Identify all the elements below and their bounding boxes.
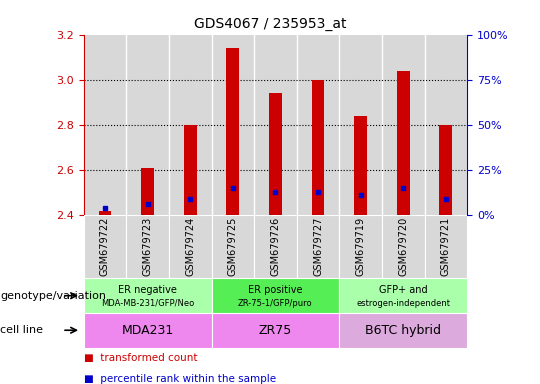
Bar — [339, 278, 467, 313]
Text: ■  percentile rank within the sample: ■ percentile rank within the sample — [84, 374, 276, 384]
Bar — [126, 215, 169, 278]
Bar — [126, 35, 169, 215]
Bar — [212, 215, 254, 278]
Bar — [254, 35, 296, 215]
Text: MDA-MB-231/GFP/Neo: MDA-MB-231/GFP/Neo — [101, 299, 194, 308]
Text: GSM679724: GSM679724 — [185, 217, 195, 276]
Bar — [184, 125, 197, 215]
Text: GFP+ and: GFP+ and — [379, 285, 428, 296]
Bar — [212, 313, 339, 348]
Text: GSM679727: GSM679727 — [313, 217, 323, 276]
Bar — [254, 215, 296, 278]
Text: GSM679721: GSM679721 — [441, 217, 451, 276]
Bar — [84, 313, 212, 348]
Bar — [339, 215, 382, 278]
Text: B6TC hybrid: B6TC hybrid — [365, 324, 441, 337]
Bar — [84, 35, 126, 215]
Text: GSM679719: GSM679719 — [356, 217, 366, 276]
Text: genotype/variation: genotype/variation — [0, 291, 106, 301]
Text: GDS4067 / 235953_at: GDS4067 / 235953_at — [194, 17, 346, 31]
Text: ZR75: ZR75 — [259, 324, 292, 337]
Bar — [212, 278, 339, 313]
Bar — [397, 71, 410, 215]
Bar — [141, 168, 154, 215]
Text: ■  transformed count: ■ transformed count — [84, 353, 197, 363]
Bar — [269, 93, 282, 215]
Bar — [296, 215, 339, 278]
Bar — [312, 80, 325, 215]
Bar — [424, 215, 467, 278]
Bar — [382, 35, 424, 215]
Text: GSM679720: GSM679720 — [398, 217, 408, 276]
Bar — [169, 215, 212, 278]
Bar — [84, 215, 126, 278]
Bar — [296, 35, 339, 215]
Bar — [99, 210, 111, 215]
Bar — [382, 215, 424, 278]
Text: ER positive: ER positive — [248, 285, 302, 296]
Bar — [424, 35, 467, 215]
Text: GSM679723: GSM679723 — [143, 217, 153, 276]
Bar — [339, 35, 382, 215]
Text: MDA231: MDA231 — [122, 324, 174, 337]
Text: GSM679722: GSM679722 — [100, 217, 110, 276]
Text: ER negative: ER negative — [118, 285, 177, 296]
Text: cell line: cell line — [0, 325, 43, 335]
Bar — [226, 48, 239, 215]
Bar — [84, 278, 212, 313]
Text: estrogen-independent: estrogen-independent — [356, 299, 450, 308]
Text: GSM679725: GSM679725 — [228, 217, 238, 276]
Bar — [339, 313, 467, 348]
Bar — [354, 116, 367, 215]
Bar — [212, 35, 254, 215]
Bar — [169, 35, 212, 215]
Text: ZR-75-1/GFP/puro: ZR-75-1/GFP/puro — [238, 299, 313, 308]
Text: GSM679726: GSM679726 — [271, 217, 280, 276]
Bar — [440, 125, 452, 215]
